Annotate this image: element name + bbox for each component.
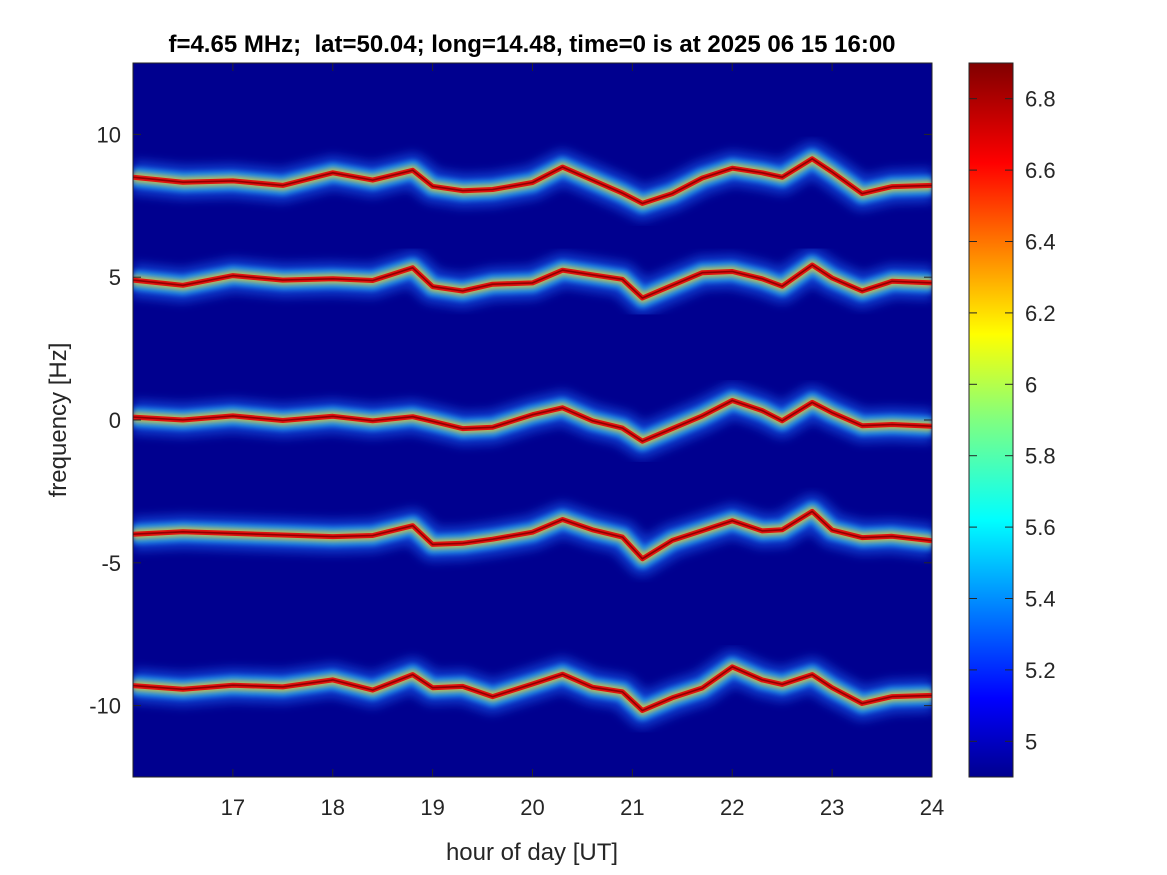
colorbar-gradient <box>969 63 1013 777</box>
x-axis-label: hour of day [UT] <box>446 839 618 866</box>
plot-area <box>132 62 933 778</box>
spectral-trace <box>133 383 932 459</box>
y-axis: 10 5 0 -5 -10 <box>89 122 932 719</box>
spectral-trace <box>133 494 932 576</box>
colorbar-tick-label: 5.2 <box>1025 658 1056 683</box>
chart-title: f=4.65 MHz; lat=50.04; long=14.48, time=… <box>168 31 895 58</box>
colorbar-tick-label: 5.4 <box>1025 587 1056 612</box>
y-tick-label: 0 <box>109 408 121 433</box>
x-tick-label: 18 <box>321 795 345 820</box>
y-tick-label: -5 <box>101 551 121 576</box>
colorbar-ticks: 6.8 6.6 6.4 6.2 6 5.8 5.6 5.4 5.2 5 <box>969 87 1056 754</box>
colorbar-tick-label: 6.4 <box>1025 230 1056 255</box>
x-tick-label: 21 <box>620 795 644 820</box>
x-tick-label: 20 <box>520 795 544 820</box>
trace-peak <box>133 158 932 205</box>
colorbar: 6.8 6.6 6.4 6.2 6 5.8 5.6 5.4 5.2 5 <box>968 62 1056 778</box>
y-axis-label: frequency [Hz] <box>45 343 72 498</box>
x-tick-label: 23 <box>820 795 844 820</box>
x-axis: 17 18 19 20 21 22 23 24 <box>221 63 944 820</box>
y-tick-label: 5 <box>109 265 121 290</box>
trace-peak <box>133 399 932 442</box>
x-tick-label: 19 <box>420 795 444 820</box>
colorbar-tick-label: 6.6 <box>1025 158 1056 183</box>
colorbar-tick-label: 6.8 <box>1025 87 1056 112</box>
x-tick-label: 17 <box>221 795 245 820</box>
colorbar-frame <box>968 62 1014 778</box>
x-tick-label: 22 <box>720 795 744 820</box>
y-tick-label: 10 <box>97 122 121 147</box>
colorbar-tick-label: 6.2 <box>1025 301 1056 326</box>
colorbar-tick-label: 5.8 <box>1025 444 1056 469</box>
colorbar-tick-label: 5 <box>1025 729 1037 754</box>
trace-layer <box>133 141 932 728</box>
colorbar-tick-label: 6 <box>1025 372 1037 397</box>
spectral-trace <box>133 649 932 728</box>
trace-peak <box>133 666 932 712</box>
spectral-trace <box>133 248 932 315</box>
spectral-trace <box>133 141 932 221</box>
trace-peak <box>133 510 932 560</box>
x-tick-label: 24 <box>920 795 944 820</box>
colorbar-tick-label: 5.6 <box>1025 515 1056 540</box>
y-tick-label: -10 <box>89 694 121 719</box>
trace-peak <box>133 264 932 299</box>
